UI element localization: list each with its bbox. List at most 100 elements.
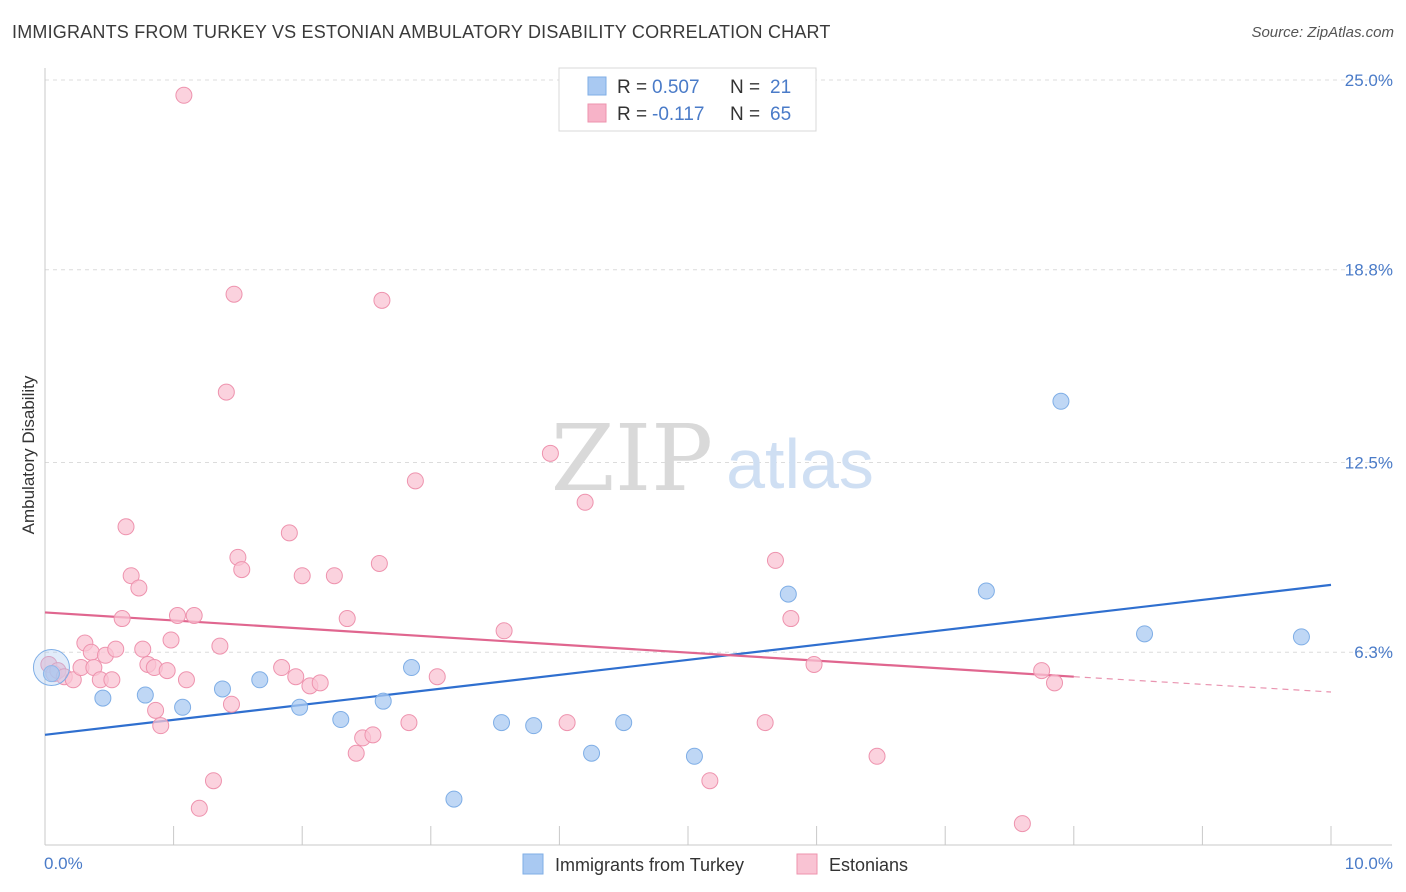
- trend-line-estonians-extension: [1073, 676, 1332, 693]
- point-estonians-35: [233, 561, 251, 579]
- point-estonians-33: [225, 285, 243, 303]
- point-estonians-20: [147, 701, 165, 719]
- point-estonians-24: [168, 607, 186, 624]
- watermark: ZIP atlas: [551, 405, 874, 512]
- watermark-atlas: atlas: [726, 425, 874, 503]
- point-estonians-48: [373, 291, 391, 309]
- point-estonians-22: [158, 662, 176, 680]
- point-estonians-47: [370, 554, 388, 572]
- point-estonians-29: [204, 772, 222, 790]
- point-estonians-63: [1046, 674, 1064, 692]
- point-estonians-36: [273, 659, 291, 677]
- point-estonians-7: [82, 643, 100, 661]
- point-estonians-51: [428, 668, 446, 686]
- bottom-legend-swatch-turkey: [522, 853, 544, 875]
- point-estonians-28: [190, 799, 208, 817]
- point-turkey-6: [291, 698, 309, 716]
- point-turkey-14: [615, 714, 633, 732]
- legend-r-value-0: 0.507: [652, 77, 700, 98]
- point-estonians-26: [177, 671, 195, 689]
- top-legend: R = 0.507 N = 21 R = -0.117 N = 65: [558, 67, 817, 132]
- point-turkey-17: [977, 582, 995, 600]
- point-estonians-46: [364, 726, 382, 744]
- point-turkey-12: [525, 717, 543, 735]
- point-turkey-5: [251, 671, 269, 689]
- point-estonians-61: [868, 747, 886, 765]
- point-estonians-27: [185, 607, 203, 624]
- legend-n-label-1: N =: [730, 104, 760, 125]
- point-turkey-19: [1136, 625, 1154, 643]
- legend-swatch-1: [587, 103, 607, 123]
- point-estonians-58: [766, 551, 784, 569]
- point-estonians-54: [558, 714, 576, 732]
- point-estonians-50: [406, 472, 424, 490]
- point-estonians-43: [338, 610, 356, 628]
- point-turkey-1: [94, 689, 112, 707]
- point-estonians-44: [347, 744, 365, 762]
- y-axis-label: Ambulatory Disability: [19, 375, 38, 534]
- point-estonians-42: [325, 567, 343, 585]
- point-estonians-21: [152, 717, 170, 735]
- point-turkey-16: [779, 585, 797, 603]
- trend-line-estonians: [44, 611, 1074, 678]
- point-turkey-0: [42, 665, 60, 683]
- point-turkey-10: [445, 790, 463, 808]
- point-turkey-15: [685, 747, 703, 765]
- x-tick-label-start: 0.0%: [44, 854, 83, 873]
- legend-r-label-0: R =: [617, 77, 647, 98]
- point-estonians-15: [122, 567, 140, 585]
- chart-title: IMMIGRANTS FROM TURKEY VS ESTONIAN AMBUL…: [12, 22, 831, 42]
- point-estonians-41: [311, 674, 329, 692]
- point-estonians-25: [175, 86, 193, 104]
- point-turkey-3: [174, 698, 192, 716]
- legend-swatch-0: [587, 76, 607, 96]
- point-estonians-53: [541, 444, 559, 462]
- bottom-legend-label-turkey: Immigrants from Turkey: [555, 855, 744, 875]
- point-turkey-8: [374, 692, 392, 710]
- point-turkey-cluster: [32, 649, 70, 687]
- point-estonians-32: [222, 695, 240, 713]
- grid-lines: [45, 79, 1392, 653]
- legend-n-label-0: N =: [730, 77, 760, 98]
- legend-n-value-0: 21: [770, 77, 791, 98]
- point-estonians-60: [805, 655, 823, 673]
- trend-line-turkey: [44, 583, 1332, 736]
- point-estonians-39: [293, 567, 311, 585]
- point-estonians-59: [782, 610, 800, 628]
- point-estonians-13: [113, 610, 131, 628]
- point-estonians-64: [1033, 662, 1051, 680]
- point-estonians-23: [162, 631, 180, 649]
- point-turkey-7: [332, 711, 350, 729]
- x-tick-labels: 0.0% 10.0%: [44, 854, 1393, 873]
- y-tick-label-1: 12.5%: [1345, 454, 1393, 473]
- point-estonians-30: [211, 637, 229, 655]
- x-tick-label-end: 10.0%: [1345, 854, 1393, 873]
- point-turkey-18: [1052, 392, 1070, 410]
- bottom-legend-swatch-estonians: [796, 853, 818, 875]
- point-estonians-52: [495, 622, 513, 640]
- point-estonians-38: [287, 668, 305, 686]
- y-tick-label-3: 25.0%: [1345, 71, 1393, 90]
- watermark-zip: ZIP: [551, 405, 713, 512]
- axes: [44, 68, 1392, 846]
- legend-r-label-1: R =: [617, 104, 647, 125]
- point-estonians-37: [280, 524, 298, 542]
- data-points: [32, 86, 1310, 833]
- y-tick-labels: 6.3% 12.5% 18.8% 25.0%: [1345, 71, 1393, 662]
- point-estonians-62: [1013, 815, 1031, 833]
- y-tick-label-0: 6.3%: [1354, 643, 1393, 662]
- point-estonians-57: [756, 714, 774, 732]
- bottom-legend: Immigrants from Turkey Estonians: [522, 853, 908, 875]
- legend-n-value-1: 65: [770, 104, 791, 125]
- point-estonians-56: [701, 772, 719, 790]
- trend-lines: [44, 583, 1332, 736]
- point-estonians-11: [103, 671, 121, 689]
- bottom-legend-label-estonians: Estonians: [829, 855, 908, 875]
- point-turkey-13: [583, 744, 601, 762]
- point-estonians-55: [576, 493, 594, 511]
- point-turkey-20: [1292, 628, 1310, 646]
- point-estonians-16: [130, 579, 148, 597]
- legend-r-value-1: -0.117: [652, 104, 704, 125]
- y-tick-label-2: 18.8%: [1345, 261, 1393, 280]
